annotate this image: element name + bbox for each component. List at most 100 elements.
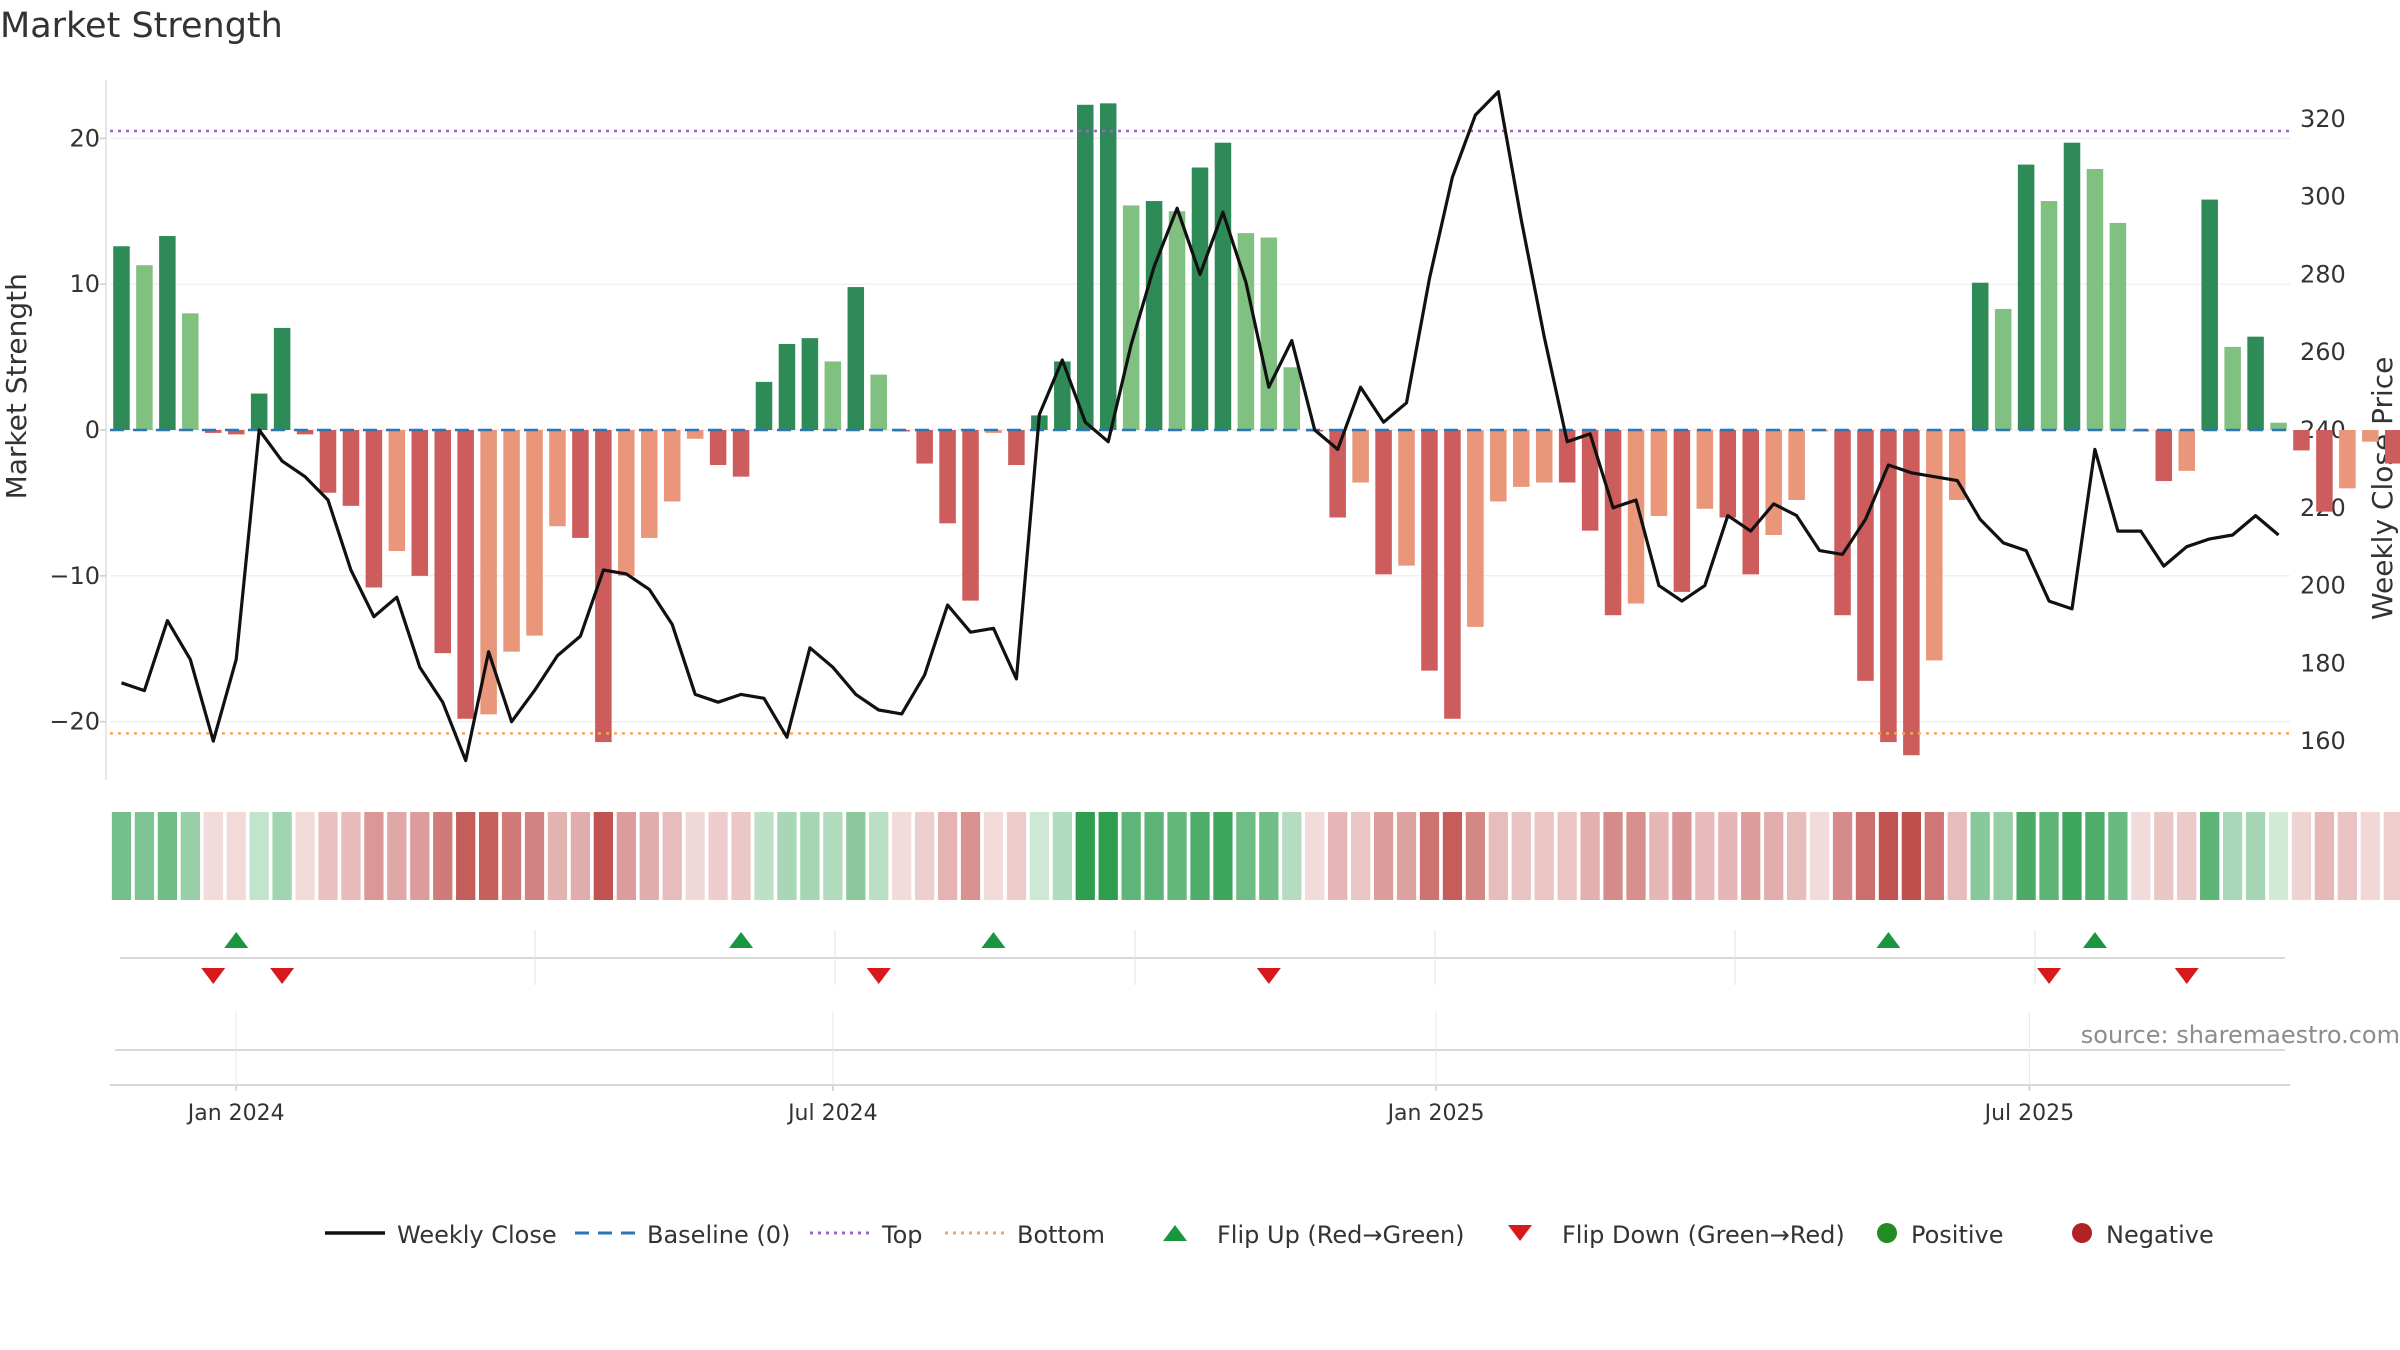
heat-cell bbox=[777, 812, 797, 900]
strength-bar bbox=[595, 430, 612, 743]
heat-cell bbox=[547, 812, 568, 900]
strength-bar bbox=[2201, 199, 2218, 430]
heat-cell bbox=[616, 812, 636, 900]
flip-down-marker bbox=[270, 968, 295, 984]
legend-swatch bbox=[1508, 1225, 1532, 1241]
flip-up-marker bbox=[981, 932, 1006, 948]
strength-bar bbox=[1604, 430, 1622, 616]
heat-cell bbox=[1350, 812, 1371, 900]
strength-bar bbox=[1283, 367, 1301, 430]
flip-up-marker bbox=[729, 932, 754, 948]
heat-cell bbox=[1488, 812, 1508, 900]
heat-cell bbox=[1282, 812, 1302, 900]
heat-cell bbox=[1901, 812, 1922, 900]
legend-swatch bbox=[1163, 1225, 1187, 1241]
heat-cell bbox=[341, 812, 361, 900]
strength-bar bbox=[1696, 430, 1714, 509]
strength-bar bbox=[1191, 167, 1209, 430]
heat-cell bbox=[914, 812, 935, 900]
heat-cell bbox=[203, 812, 223, 900]
strength-bar bbox=[526, 430, 543, 636]
strength-bar bbox=[365, 430, 383, 588]
strength-bar bbox=[296, 430, 314, 435]
legend-label: Flip Down (Green→Red) bbox=[1562, 1221, 1845, 1249]
heat-cell bbox=[800, 812, 820, 900]
strength-bar bbox=[686, 430, 704, 439]
strength-bar bbox=[1329, 430, 1346, 518]
legend: Weekly Close Baseline (0) Top Bottom Flip Up… bbox=[325, 1221, 2214, 1249]
heat-cell bbox=[1305, 812, 1325, 900]
heat-cell bbox=[708, 812, 728, 900]
heat-cell bbox=[2268, 812, 2289, 900]
strength-bar bbox=[1535, 430, 1553, 483]
heat-cell bbox=[1718, 812, 1738, 900]
heat-cell bbox=[2245, 812, 2266, 900]
heat-cell bbox=[1970, 812, 1990, 900]
heat-cell bbox=[2383, 812, 2400, 900]
heat-cell bbox=[1511, 812, 1531, 900]
y-left-tick-label: 10 bbox=[69, 270, 100, 298]
heat-cell bbox=[1328, 812, 1348, 900]
heat-cell bbox=[2200, 812, 2220, 900]
weekly-close-line bbox=[120, 90, 2280, 763]
strength-bar bbox=[1375, 430, 1392, 575]
strength-bar bbox=[273, 327, 291, 430]
strength-heat-strip bbox=[111, 812, 2400, 900]
heat-cell bbox=[846, 812, 866, 900]
y-left-tick-label: −10 bbox=[49, 562, 100, 590]
strength-bar bbox=[1168, 211, 1186, 430]
legend-item-baseline: Baseline (0) bbox=[575, 1221, 790, 1249]
y-right-tick-label: 160 bbox=[2300, 727, 2346, 755]
strength-bar bbox=[227, 430, 245, 435]
strength-bar bbox=[113, 246, 130, 430]
strength-bar bbox=[2224, 346, 2241, 430]
heat-cell bbox=[364, 812, 384, 900]
heat-cell bbox=[2085, 812, 2105, 900]
heat-cell bbox=[2222, 812, 2243, 900]
strength-bar bbox=[778, 343, 796, 430]
strength-bar bbox=[1398, 430, 1415, 566]
heat-cell bbox=[2016, 812, 2036, 900]
strength-bar bbox=[549, 430, 566, 527]
flip-down-marker bbox=[866, 968, 891, 984]
heat-cell bbox=[1832, 812, 1853, 900]
legend-item-flip_down: Flip Down (Green→Red) bbox=[1508, 1221, 1845, 1249]
strength-bar bbox=[1903, 430, 1920, 756]
heat-cell bbox=[410, 812, 430, 900]
strength-bar bbox=[1513, 430, 1530, 487]
legend-item-close: Weekly Close bbox=[325, 1221, 557, 1249]
heat-cell bbox=[2314, 812, 2335, 900]
strength-bar bbox=[1971, 282, 1989, 430]
heat-cell bbox=[937, 812, 958, 900]
strength-bar bbox=[342, 430, 360, 506]
strength-bar bbox=[755, 381, 773, 430]
strength-bar bbox=[1444, 430, 1461, 719]
heat-cell bbox=[1947, 812, 1967, 900]
heat-cell bbox=[1786, 812, 1807, 900]
heat-cell bbox=[501, 812, 522, 900]
heat-cell bbox=[433, 812, 453, 900]
source-label: source: sharemaestro.com bbox=[2080, 1021, 2400, 1049]
strength-bar bbox=[709, 430, 727, 465]
strength-bar bbox=[159, 236, 176, 430]
heat-cell bbox=[226, 812, 246, 900]
y-right-tick-label: 280 bbox=[2300, 260, 2346, 288]
flip-panel bbox=[120, 930, 2285, 985]
strength-bar bbox=[801, 338, 819, 430]
heat-cell bbox=[1098, 812, 1118, 900]
heat-cell bbox=[685, 812, 705, 900]
strength-bar bbox=[1949, 430, 1966, 500]
heat-cell bbox=[1603, 812, 1623, 900]
heat-cell bbox=[754, 812, 774, 900]
strength-bar bbox=[457, 430, 474, 719]
x-tick-label: Jan 2024 bbox=[186, 1101, 285, 1126]
strength-bar bbox=[618, 430, 635, 576]
heat-cell bbox=[318, 812, 338, 900]
heat-cell bbox=[272, 812, 292, 900]
heat-cell bbox=[1465, 812, 1486, 900]
strength-bar bbox=[1994, 308, 2012, 430]
heat-cell bbox=[1190, 812, 1210, 900]
heat-cell bbox=[2291, 812, 2312, 900]
strength-bar bbox=[434, 430, 451, 654]
chart-title: Market Strength bbox=[0, 6, 283, 46]
